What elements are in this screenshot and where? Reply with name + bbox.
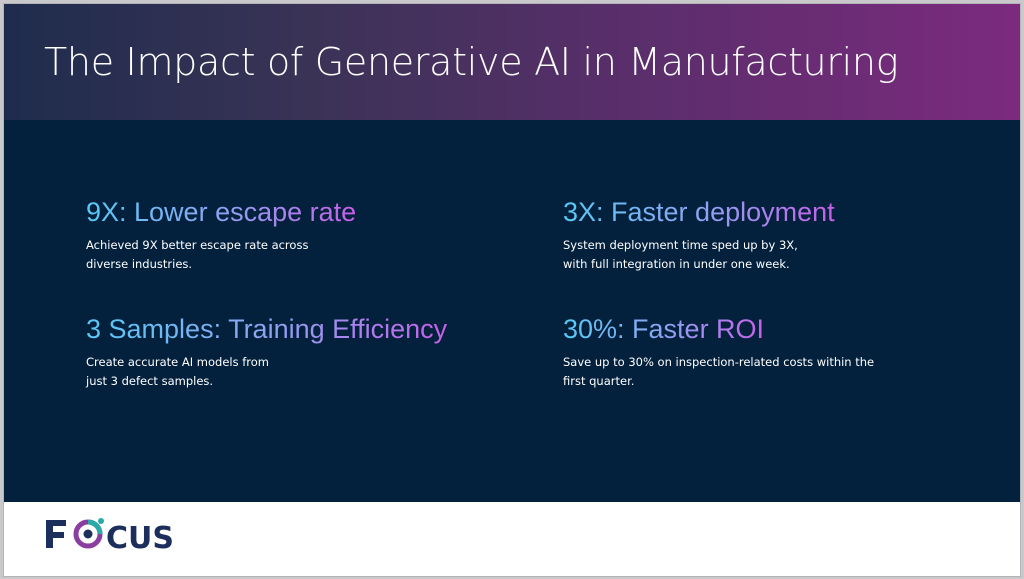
stat-description-line: diverse industries. — [86, 257, 193, 271]
stat-description-line: Save up to 30% on inspection-related cos… — [563, 355, 875, 369]
stat-description: Save up to 30% on inspection-related cos… — [563, 353, 983, 391]
slide-header: The Impact of Generative AI in Manufactu… — [4, 4, 1020, 120]
stat-deployment: 3X: Faster deployment System deployment … — [563, 196, 983, 274]
stat-heading: 30%: Faster ROI — [563, 314, 765, 344]
stat-heading: 9X: Lower escape rate — [86, 197, 357, 227]
slide: The Impact of Generative AI in Manufactu… — [4, 4, 1020, 576]
stat-description-line: Achieved 9X better escape rate across — [86, 238, 309, 252]
logo-wordmark: CUS — [106, 521, 174, 554]
slide-title: The Impact of Generative AI in Manufactu… — [44, 40, 899, 84]
stat-description-line: System deployment time sped up by 3X, — [563, 238, 798, 252]
stat-heading: 3 Samples: Training Efficiency — [86, 314, 448, 344]
slide-body: 9X: Lower escape rate Achieved 9X better… — [4, 120, 1020, 502]
stat-description: Create accurate AI models from just 3 de… — [86, 353, 506, 391]
stat-description: Achieved 9X better escape rate across di… — [86, 236, 506, 274]
stat-heading: 3X: Faster deployment — [563, 197, 835, 227]
stat-description-line: first quarter. — [563, 374, 635, 388]
stat-description-line: Create accurate AI models from — [86, 355, 269, 369]
stat-description: System deployment time sped up by 3X, wi… — [563, 236, 983, 274]
stat-training-efficiency: 3 Samples: Training Efficiency Create ac… — [86, 313, 506, 391]
stat-roi: 30%: Faster ROI Save up to 30% on inspec… — [563, 313, 983, 391]
stat-description-line: just 3 defect samples. — [86, 374, 214, 388]
logo-letter-f — [46, 520, 66, 548]
aperture-target-icon — [73, 518, 104, 549]
stat-escape-rate: 9X: Lower escape rate Achieved 9X better… — [86, 196, 506, 274]
slide-footer: CUS — [4, 502, 1020, 576]
focus-logo: CUS — [46, 518, 174, 554]
stat-description-line: with full integration in under one week. — [563, 257, 790, 271]
